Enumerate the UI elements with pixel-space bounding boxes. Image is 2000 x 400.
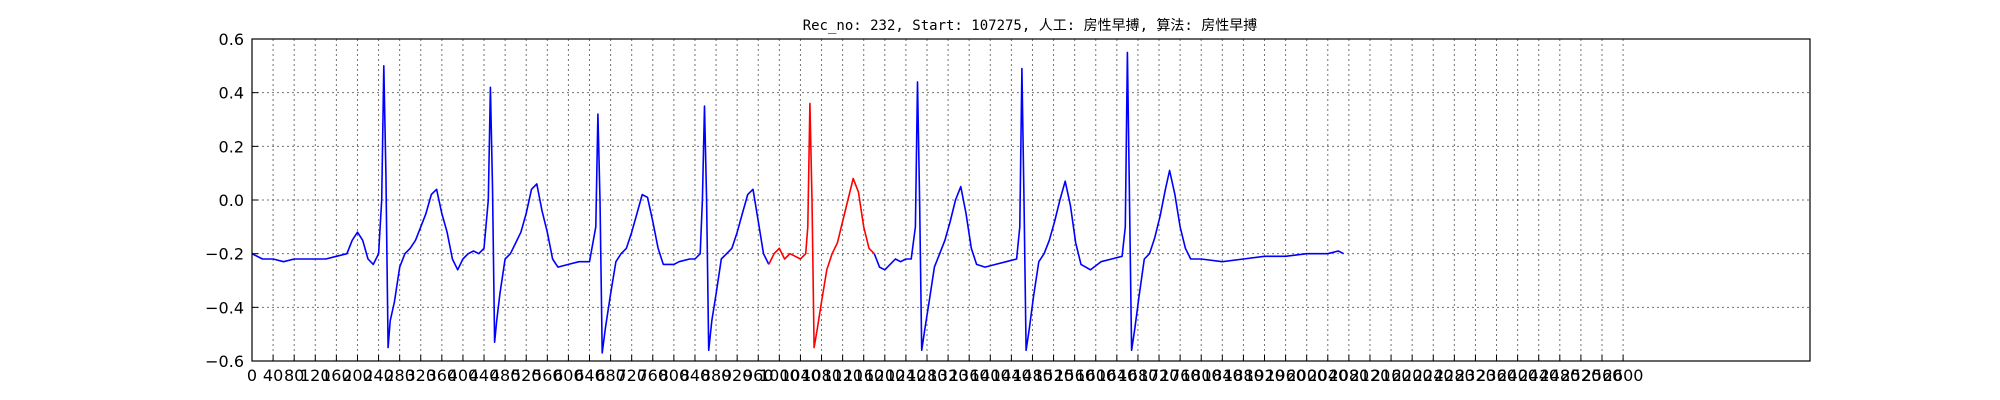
x-tick-label: 1240 bbox=[886, 366, 927, 385]
x-tick-label: 160 bbox=[321, 366, 352, 385]
x-tick-label: 1040 bbox=[780, 366, 821, 385]
x-tick-label: 2040 bbox=[1307, 366, 1348, 385]
x-tick-label: 1480 bbox=[1012, 366, 1053, 385]
x-tick-label: 560 bbox=[532, 366, 563, 385]
trace-layer bbox=[251, 51, 1344, 354]
x-tick-label: 1840 bbox=[1202, 366, 1243, 385]
y-tick-label: 0.2 bbox=[219, 137, 244, 156]
y-tick-label: −0.6 bbox=[205, 352, 244, 371]
chart-title: Rec_no: 232, Start: 107275, 人工: 房性早搏, 算法… bbox=[803, 17, 1258, 34]
x-tick-label: 2520 bbox=[1561, 366, 1602, 385]
x-tick-label: 2120 bbox=[1350, 366, 1391, 385]
x-tick-label: 520 bbox=[511, 366, 542, 385]
x-tick-label: 2480 bbox=[1539, 366, 1580, 385]
x-tick-label: 640 bbox=[574, 366, 605, 385]
x-tick-label: 360 bbox=[427, 366, 458, 385]
x-tick-label: 680 bbox=[595, 366, 626, 385]
x-tick-label: 1280 bbox=[907, 366, 948, 385]
x-tick-label: 2400 bbox=[1497, 366, 1538, 385]
x-tick-label: 1560 bbox=[1054, 366, 1095, 385]
x-tick-label: 480 bbox=[490, 366, 521, 385]
x-tick-label: 440 bbox=[469, 366, 500, 385]
x-tick-label: 1680 bbox=[1118, 366, 1159, 385]
x-tick-label: 1600 bbox=[1075, 366, 1116, 385]
ecg-trace-segment-2 bbox=[768, 102, 875, 349]
x-tick-label: 880 bbox=[701, 366, 732, 385]
x-tick-label: 2320 bbox=[1455, 366, 1496, 385]
x-tick-label: 2560 bbox=[1582, 366, 1623, 385]
x-tick-label: 2200 bbox=[1392, 366, 1433, 385]
x-tick-label: 720 bbox=[616, 366, 647, 385]
ecg-trace-segment-3 bbox=[873, 51, 1344, 352]
x-tick-label: 2280 bbox=[1434, 366, 1475, 385]
x-tick-label: 2160 bbox=[1371, 366, 1412, 385]
x-axis: 0 40 8012016020024028032036040044048052056… bbox=[247, 355, 1644, 385]
x-tick-label: 0 bbox=[247, 366, 257, 385]
x-tick-label: 1200 bbox=[864, 366, 905, 385]
x-tick-label: 1720 bbox=[1139, 366, 1180, 385]
x-tick-label: 280 bbox=[384, 366, 415, 385]
x-tick-label: 1920 bbox=[1244, 366, 1285, 385]
x-tick-label: 120 bbox=[300, 366, 331, 385]
x-tick-label: 2440 bbox=[1518, 366, 1559, 385]
x-tick-label: 1120 bbox=[822, 366, 863, 385]
x-tick-label: 1880 bbox=[1223, 366, 1264, 385]
x-tick-label: 400 bbox=[448, 366, 479, 385]
x-tick-label: 1400 bbox=[970, 366, 1011, 385]
x-tick-label: 960 bbox=[743, 366, 774, 385]
x-tick-label: 240 bbox=[363, 366, 394, 385]
x-tick-label: 40 bbox=[263, 366, 283, 385]
x-tick-label: 1080 bbox=[801, 366, 842, 385]
y-tick-label: 0.6 bbox=[219, 30, 244, 49]
y-tick-label: 0.0 bbox=[219, 191, 244, 210]
y-tick-label: −0.4 bbox=[205, 298, 244, 317]
x-tick-label: 200 bbox=[342, 366, 373, 385]
x-tick-label: 320 bbox=[405, 366, 436, 385]
x-tick-label: 600 bbox=[553, 366, 584, 385]
grid-layer bbox=[251, 38, 1810, 362]
x-tick-label: 1640 bbox=[1096, 366, 1137, 385]
x-tick-label: 2240 bbox=[1413, 366, 1454, 385]
x-tick-label: 1440 bbox=[991, 366, 1032, 385]
x-tick-label: 1160 bbox=[843, 366, 884, 385]
x-tick-label: 2600 bbox=[1603, 366, 1644, 385]
x-tick-label: 2360 bbox=[1476, 366, 1517, 385]
x-tick-label: 840 bbox=[680, 366, 711, 385]
x-tick-label: 80 bbox=[284, 366, 304, 385]
x-tick-label: 1800 bbox=[1181, 366, 1222, 385]
x-tick-label: 760 bbox=[638, 366, 669, 385]
x-tick-label: 2000 bbox=[1286, 366, 1327, 385]
y-tick-label: 0.4 bbox=[219, 84, 244, 103]
x-tick-label: 1520 bbox=[1033, 366, 1074, 385]
x-tick-label: 800 bbox=[659, 366, 690, 385]
x-tick-label: 920 bbox=[722, 366, 753, 385]
y-tick-label: −0.2 bbox=[205, 245, 244, 264]
x-tick-label: 1360 bbox=[949, 366, 990, 385]
ecg-trace-segment-1 bbox=[251, 65, 770, 354]
x-tick-label: 2080 bbox=[1329, 366, 1370, 385]
x-tick-label: 1960 bbox=[1265, 366, 1306, 385]
y-axis: −0.6 −0.4 −0.2 0.0 0.2 0.4 0.6 bbox=[205, 30, 258, 371]
x-tick-label: 1000 bbox=[759, 366, 800, 385]
x-tick-label: 1320 bbox=[928, 366, 969, 385]
x-tick-label: 1760 bbox=[1160, 366, 1201, 385]
